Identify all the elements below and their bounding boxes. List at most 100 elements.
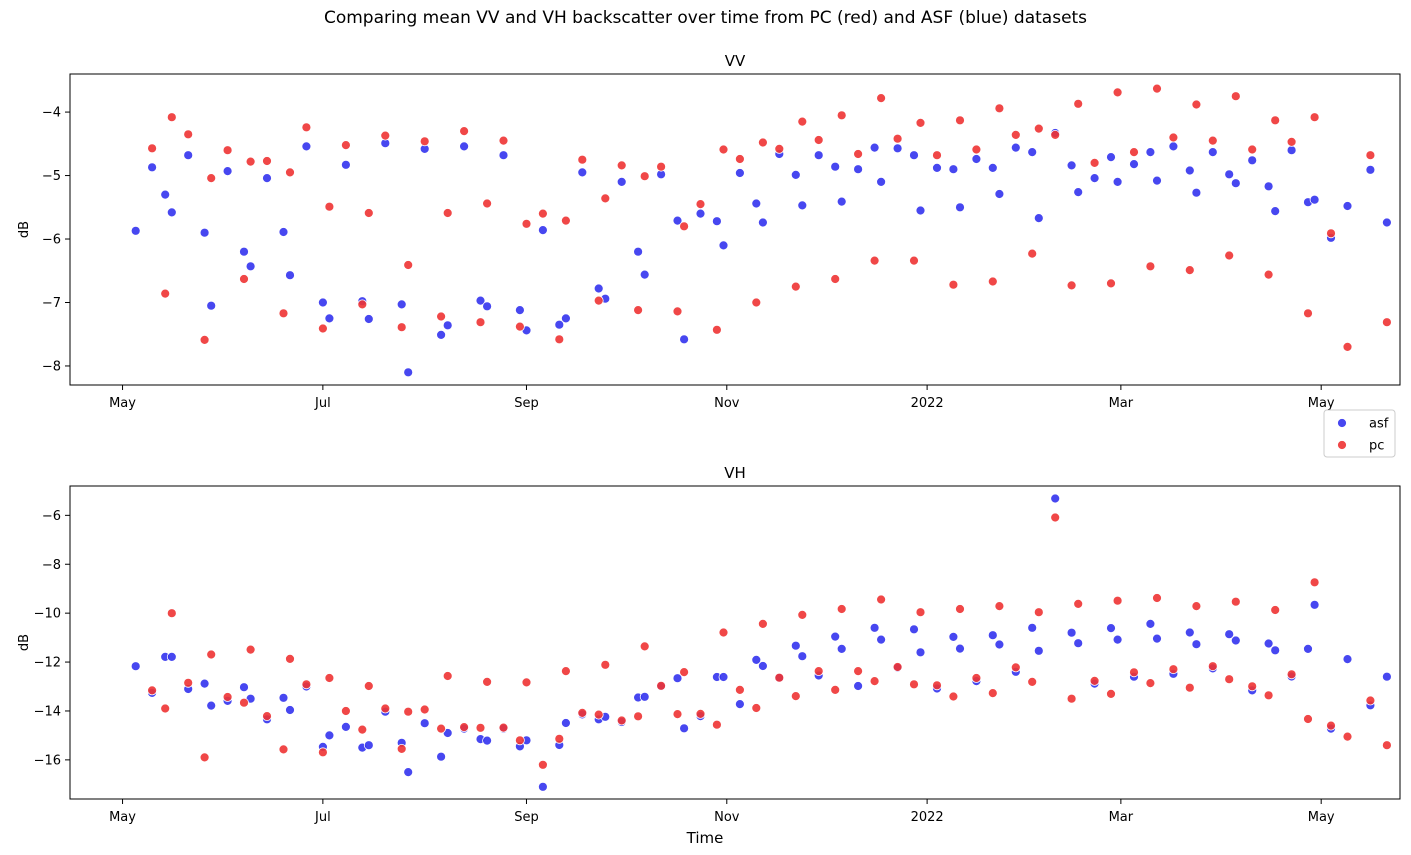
vh-y-axis-label: dB [17,634,32,651]
vh-point-pc [813,666,824,676]
vh-point-asf [987,630,998,641]
vh-point-pc [1382,740,1392,751]
vv-point-pc [656,161,666,172]
vv-point-asf [222,166,233,177]
vv-point-pc [932,150,942,161]
vh-point-pc [363,681,374,691]
vv-axes-frame [69,73,1401,386]
vh-point-pc [166,608,177,619]
legend: asf pc [1323,409,1396,458]
vh-point-pc [199,752,210,763]
vv-point-asf [1152,175,1162,186]
vh-point-pc [482,677,493,687]
vv-point-pc [909,255,919,266]
vv-point-pc [1152,83,1162,94]
vv-point-pc [853,149,863,159]
vv-point-pc [380,130,391,141]
vh-point-pc [1303,714,1313,724]
vv-x-tick-label: May [1308,396,1335,411]
vv-point-pc [436,311,447,322]
vv-point-pc [285,167,295,178]
vv-point-asf [538,225,548,236]
vv-point-asf [758,217,768,228]
vv-x-tick-label: Mar [1109,396,1134,411]
vh-point-pc [1027,677,1038,687]
vh-point-pc [876,594,886,605]
vv-point-asf [712,216,722,227]
vh-point-pc [774,672,785,683]
vh-point-pc [735,685,745,695]
vv-point-asf [797,200,808,211]
vh-point-pc [1247,681,1258,692]
vh-point-pc [1168,664,1179,675]
vv-point-asf [695,208,706,219]
vv-point-asf [396,299,407,310]
vv-point-pc [1263,269,1274,280]
vv-point-asf [262,173,272,184]
vv-point-pc [554,334,565,345]
vh-point-asf [199,678,210,689]
vh-point-pc [183,677,194,688]
vh-point-pc [396,744,407,754]
vv-point-pc [1033,123,1044,134]
vv-point-asf [363,314,374,324]
vv-point-pc [994,103,1005,114]
vh-point-pc [577,708,588,718]
vv-point-asf [836,196,847,207]
vv-point-asf [876,176,886,187]
vh-point-pc [521,677,532,688]
vh-point-pc [538,759,548,770]
vv-point-asf [1106,152,1116,163]
vv-point-pc [521,218,532,229]
vv-point-asf [1027,147,1038,158]
vh-point-pc [285,654,295,664]
vv-point-pc [1073,98,1084,109]
legend-label-pc: pc [1369,439,1384,454]
vv-x-tick-label: May [109,396,136,411]
vh-point-pc [1145,678,1156,688]
vv-point-pc [774,143,785,154]
vv-point-asf [1207,147,1218,158]
vh-point-asf [915,647,926,658]
vv-point-pc [317,323,328,334]
vh-point-pc [672,709,683,719]
vh-point-pc [915,607,926,618]
vv-point-pc [278,308,289,319]
vh-point-asf [1224,629,1235,640]
vh-point-asf [735,699,745,709]
vv-point-pc [1050,129,1061,140]
vh-point-asf [1027,622,1038,633]
vh-point-pc [695,709,706,719]
vv-point-asf [436,329,447,340]
vh-point-asf [1303,644,1313,654]
vh-point-pc [853,666,863,676]
vv-point-asf [1270,206,1281,217]
vv-point-pc [538,208,548,219]
vh-point-pc [1207,661,1218,672]
vh-point-asf [1309,599,1320,610]
vh-point-pc [561,666,571,676]
vh-point-pc [1309,577,1320,588]
vv-point-pc [633,305,643,316]
vv-point-pc [1230,91,1241,102]
vh-point-pc [301,679,312,690]
vv-y-axis-label: dB [17,221,32,238]
vh-title: VH [724,464,746,482]
vh-point-pc [830,685,841,695]
vh-panel: VH dB May Jul Sep Nov 2022 Mar May −16 −14 −12 −10 −8… [17,464,1401,825]
vh-point-pc [892,662,903,672]
vv-point-asf [1145,147,1156,158]
vv-point-pc [1309,112,1320,123]
vh-x-tick-label: May [109,810,136,825]
vv-point-asf [593,283,604,294]
vv-point-asf [1224,169,1235,180]
vv-point-asf [403,367,414,378]
vv-point-asf [1010,142,1021,153]
vh-point-pc [1152,593,1162,603]
vv-point-pc [1191,99,1202,110]
vh-point-pc [679,667,689,677]
vv-point-asf [301,141,312,152]
vv-x-tick-label: Sep [514,396,539,411]
figure-title: Comparing mean VV and VH backscatter ove… [323,8,1088,28]
